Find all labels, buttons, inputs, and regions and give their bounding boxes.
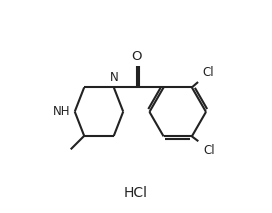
- Text: Cl: Cl: [203, 144, 215, 157]
- Text: O: O: [131, 50, 142, 63]
- Text: N: N: [109, 71, 118, 84]
- Text: NH: NH: [53, 105, 71, 118]
- Text: HCl: HCl: [124, 186, 148, 200]
- Text: Cl: Cl: [202, 66, 214, 79]
